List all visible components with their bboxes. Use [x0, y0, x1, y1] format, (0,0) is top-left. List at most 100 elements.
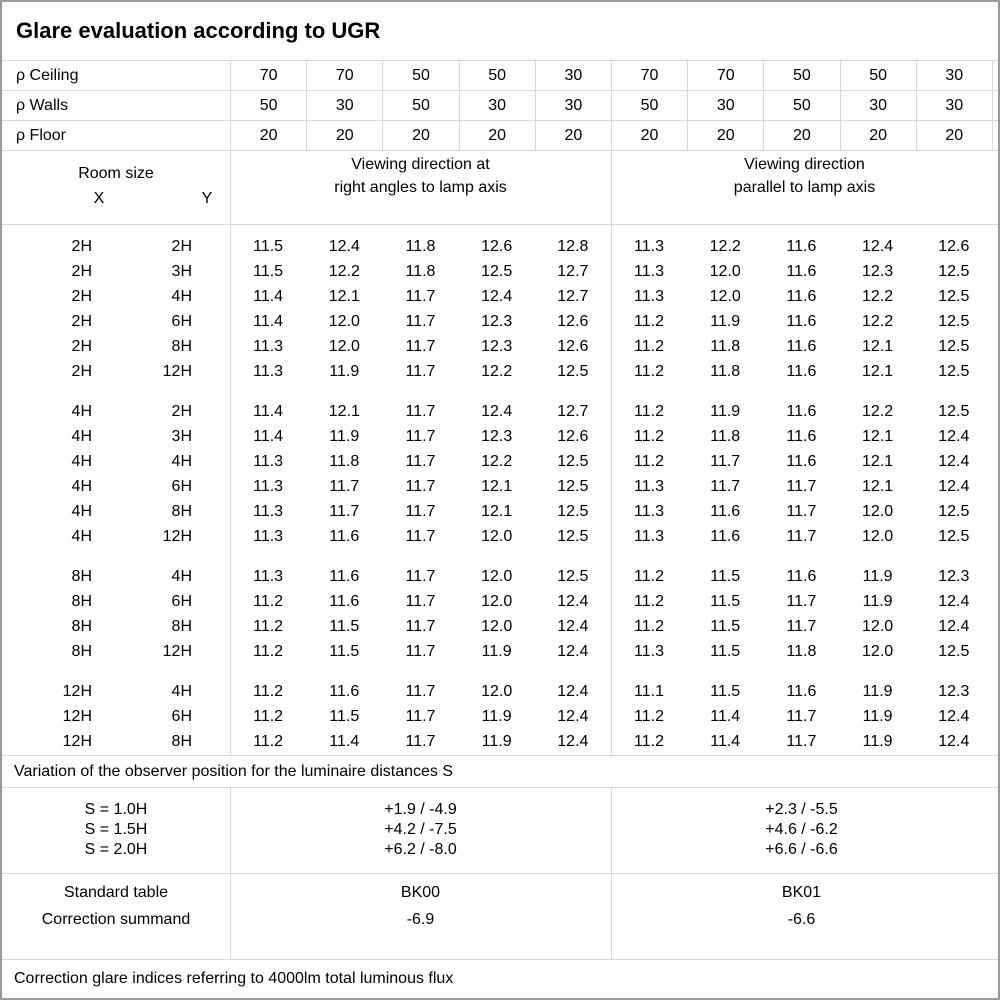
room-size-y: 8H	[171, 617, 192, 635]
ugr-value: 11.7	[786, 527, 817, 545]
ugr-value: 12.2	[481, 452, 513, 470]
room-size-x: 4H	[71, 527, 92, 545]
ugr-value: 12.1	[328, 287, 360, 305]
room-size-x: 2H	[71, 262, 92, 280]
ugr-value: 11.7	[786, 617, 817, 635]
ugr-value: 12.5	[938, 312, 970, 330]
ugr-value: 12.4	[557, 707, 589, 725]
ugr-value: 12.0	[862, 642, 894, 660]
room-size-y: 6H	[171, 312, 192, 330]
heading-line: parallel to lamp axis	[733, 179, 876, 196]
ugr-value: 11.7	[405, 682, 436, 700]
vertical-divider	[230, 788, 231, 873]
ugr-value: 11.8	[710, 362, 741, 380]
filler-cell	[991, 61, 998, 90]
ugr-value: 12.4	[557, 732, 589, 750]
ugr-value: 12.2	[862, 312, 894, 330]
ugr-value: 12.5	[938, 287, 970, 305]
ugr-value: 11.8	[710, 427, 741, 445]
reflectance-value: 20	[458, 121, 535, 150]
ugr-value: 11.2	[634, 337, 664, 355]
ugr-value: 12.5	[938, 362, 970, 380]
ugr-value: 11.5	[253, 237, 284, 255]
ugr-value: 11.2	[253, 682, 284, 700]
variation-right-value: +2.3 / -5.5	[765, 801, 838, 818]
ugr-value: 12.3	[481, 427, 513, 445]
reflectance-value: 50	[230, 91, 306, 120]
ugr-value: 12.2	[862, 287, 894, 305]
ugr-value: 11.8	[405, 237, 436, 255]
room-size-x: 4H	[71, 502, 92, 520]
ugr-value: 12.2	[481, 362, 513, 380]
xy-header-row: X Y	[2, 188, 230, 210]
ugr-value: 12.7	[557, 287, 589, 305]
ugr-value: 11.8	[710, 337, 741, 355]
reflectance-value: 20	[382, 121, 458, 150]
reflectance-value: 70	[306, 61, 382, 90]
room-size-x: 4H	[71, 402, 92, 420]
ugr-value: 11.5	[329, 707, 360, 725]
ugr-value: 11.4	[710, 707, 741, 725]
room-size-y: 8H	[171, 502, 192, 520]
ugr-value: 12.1	[328, 402, 360, 420]
room-size-y: 4H	[171, 567, 192, 585]
footer-note: Correction glare indices referring to 40…	[14, 970, 454, 987]
filler-cell	[991, 121, 998, 150]
variation-left-value: +6.2 / -8.0	[384, 841, 457, 858]
ugr-row: 8H 12H 11.2 11.5 11.7 11.9 12.4 11.3 11.5 11.8 12.…	[2, 639, 998, 664]
ugr-row: 2H 3H 11.5 12.2 11.8 12.5 12.7 11.3 12.0 11.6 12.3…	[2, 259, 998, 284]
ugr-value: 11.2	[634, 592, 664, 610]
ugr-value: 12.5	[557, 362, 589, 380]
ugr-value: 11.4	[253, 287, 284, 305]
ugr-row-group: 8H 4H 11.3 11.6 11.7 12.0 12.5 11.2 11.5 11.6 11.9…	[2, 564, 998, 664]
variation-left-value: +1.9 / -4.9	[384, 801, 457, 818]
ugr-value: 11.7	[786, 707, 817, 725]
ugr-value: 12.7	[557, 262, 589, 280]
ugr-value: 11.9	[710, 312, 741, 330]
room-size-y: 6H	[171, 477, 192, 495]
vertical-divider	[611, 788, 612, 873]
ugr-value: 11.2	[253, 642, 284, 660]
ugr-row: 2H 8H 11.3 12.0 11.7 12.3 12.6 11.2 11.8 11.6 12.1…	[2, 334, 998, 359]
reflectance-value: 70	[687, 61, 763, 90]
ugr-value: 12.4	[938, 477, 970, 495]
variation-labels: S = 1.0H S = 1.5H S = 2.0H	[2, 788, 230, 873]
ugr-value: 11.3	[634, 502, 664, 520]
reflectance-value: 30	[915, 61, 992, 90]
ugr-value: 12.0	[481, 567, 513, 585]
ugr-row: 4H 3H 11.4 11.9 11.7 12.3 12.6 11.2 11.8 11.6 12.1…	[2, 424, 998, 449]
vertical-divider	[611, 874, 612, 959]
ugr-row: 4H 6H 11.3 11.7 11.7 12.1 12.5 11.3 11.7 11.7 12.1…	[2, 474, 998, 499]
filler-cell	[991, 91, 998, 120]
ugr-value: 11.3	[634, 262, 664, 280]
ugr-value: 11.3	[253, 477, 284, 495]
ugr-value: 11.9	[329, 427, 360, 445]
ugr-value: 11.4	[710, 732, 741, 750]
ugr-row: 12H 4H 11.2 11.6 11.7 12.0 12.4 11.1 11.5 11.6 11.…	[2, 679, 998, 704]
reflectance-value: 30	[306, 91, 382, 120]
ugr-value: 12.4	[938, 732, 970, 750]
reflectance-value: 20	[763, 121, 839, 150]
ugr-value: 12.5	[938, 337, 970, 355]
variation-right-value: +6.6 / -6.6	[765, 841, 838, 858]
ugr-value: 11.7	[405, 427, 436, 445]
ugr-value: 12.5	[481, 262, 513, 280]
room-size-x: 4H	[71, 427, 92, 445]
ugr-value: 11.6	[786, 452, 817, 470]
reflectance-row: ρ Ceiling 70 70 50 50 30 70 70 50 50 30	[2, 61, 998, 91]
reflectance-value: 50	[458, 61, 535, 90]
room-size-x: 8H	[71, 642, 92, 660]
vertical-divider	[230, 874, 231, 959]
ugr-row-group: 4H 2H 11.4 12.1 11.7 12.4 12.7 11.2 11.9 11.6 12.2…	[2, 399, 998, 549]
room-size-y: 3H	[171, 427, 192, 445]
variation-right-values: +2.3 / -5.5 +4.6 / -6.2 +6.6 / -6.6	[611, 788, 992, 873]
ugr-value: 12.4	[938, 707, 970, 725]
ugr-value: 11.2	[253, 592, 284, 610]
ugr-value: 11.3	[253, 527, 284, 545]
ugr-value: 11.7	[405, 502, 436, 520]
ugr-row: 2H 4H 11.4 12.1 11.7 12.4 12.7 11.3 12.0 11.6 12.2…	[2, 284, 998, 309]
reflectance-value: 50	[839, 61, 916, 90]
standard-right-values: BK01 -6.6	[611, 874, 992, 959]
ugr-value: 11.1	[634, 682, 664, 700]
vertical-divider	[611, 225, 612, 755]
